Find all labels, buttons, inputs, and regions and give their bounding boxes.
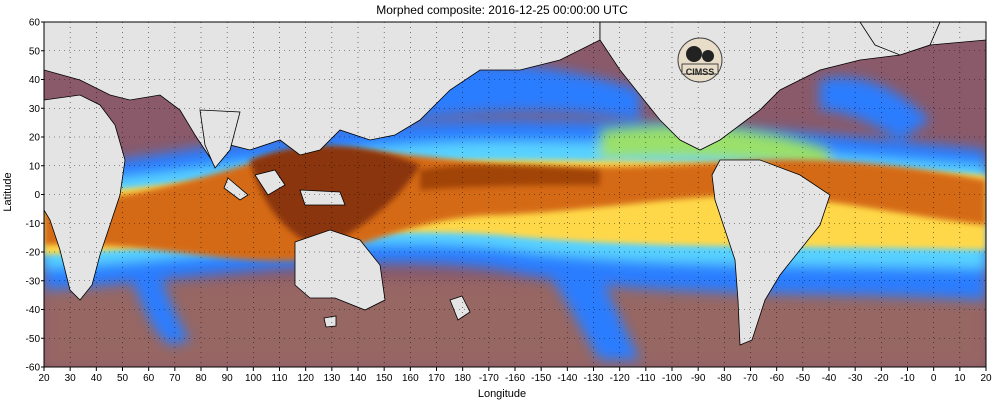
x-tick-label: 160 — [402, 373, 419, 384]
india-landmass — [199, 109, 241, 169]
y-tick-label: -20 — [26, 248, 41, 259]
sumatra-landmass — [223, 177, 249, 201]
australia-landmass — [294, 229, 386, 311]
x-tick-label: -10 — [900, 373, 915, 384]
x-tick-label: 150 — [376, 373, 393, 384]
x-tick-label: -20 — [874, 373, 889, 384]
x-tick-label: -120 — [610, 373, 630, 384]
x-tick-label: 80 — [195, 373, 207, 384]
y-axis-ticks: 60 50 40 30 20 10 0 -10 -20 -30 -40 -50 -60 — [26, 18, 44, 374]
y-tick-label: -30 — [26, 276, 41, 287]
africa-landmass — [44, 94, 126, 301]
south-america-landmass — [711, 159, 831, 346]
y-tick-label: -50 — [26, 334, 41, 345]
y-tick-label: -60 — [26, 363, 41, 374]
y-tick-label: 30 — [29, 104, 41, 115]
x-axis-ticks: 20 30 40 50 60 70 80 90 100 110 120 130 140 150 160 170… — [38, 367, 992, 384]
x-tick-label: -110 — [636, 373, 656, 384]
x-tick-label: -80 — [717, 373, 732, 384]
x-tick-label: -150 — [531, 373, 551, 384]
greenland-landmass — [859, 22, 941, 56]
x-tick-label: 60 — [143, 373, 155, 384]
cimss-logo-icon — [677, 37, 723, 83]
x-tick-label: 50 — [117, 373, 129, 384]
y-tick-label: 40 — [29, 75, 41, 86]
land-masses — [44, 22, 986, 346]
x-tick-label: 20 — [980, 373, 992, 384]
x-axis-label: Longitude — [477, 388, 527, 400]
moisture-field — [44, 22, 986, 367]
x-tick-label: 70 — [169, 373, 181, 384]
new-guinea-landmass — [299, 189, 346, 206]
x-tick-label: -90 — [691, 373, 706, 384]
x-tick-label: -30 — [848, 373, 863, 384]
x-tick-label: 90 — [222, 373, 234, 384]
x-tick-label: 0 — [931, 373, 937, 384]
x-tick-label: 40 — [91, 373, 103, 384]
x-tick-label: -170 — [479, 373, 499, 384]
y-tick-label: 0 — [34, 190, 40, 201]
x-tick-label: -60 — [769, 373, 784, 384]
x-tick-label: 110 — [272, 373, 288, 384]
y-tick-label: 50 — [29, 46, 41, 57]
new-zealand-landmass — [449, 295, 471, 321]
x-tick-label: 10 — [954, 373, 966, 384]
x-tick-label: -140 — [557, 373, 577, 384]
x-tick-label: 100 — [245, 373, 262, 384]
x-tick-label: 30 — [65, 373, 77, 384]
y-tick-label: 20 — [29, 133, 41, 144]
y-tick-label: -40 — [26, 305, 41, 316]
x-tick-label: 120 — [297, 373, 314, 384]
x-tick-label: 130 — [323, 373, 340, 384]
x-tick-label: 140 — [350, 373, 367, 384]
x-tick-label: 170 — [428, 373, 445, 384]
cimss-logo-text: CIMSS — [686, 67, 715, 77]
x-tick-label: -40 — [822, 373, 837, 384]
x-tick-label: 20 — [38, 373, 50, 384]
borneo-landmass — [254, 169, 286, 196]
y-tick-label: -10 — [26, 219, 41, 230]
x-tick-label: -160 — [505, 373, 525, 384]
chart-title: Morphed composite: 2016-12-25 00:00:00 U… — [376, 3, 628, 17]
graticule — [44, 22, 986, 367]
x-tick-label: -70 — [743, 373, 758, 384]
eurasia-landmass — [44, 22, 601, 166]
tasmania-landmass — [323, 315, 337, 328]
y-tick-label: 60 — [29, 18, 41, 29]
y-tick-label: 10 — [29, 161, 41, 172]
x-tick-label: 180 — [454, 373, 471, 384]
x-tick-label: -50 — [796, 373, 811, 384]
x-tick-label: -130 — [583, 373, 603, 384]
x-tick-label: -100 — [662, 373, 682, 384]
